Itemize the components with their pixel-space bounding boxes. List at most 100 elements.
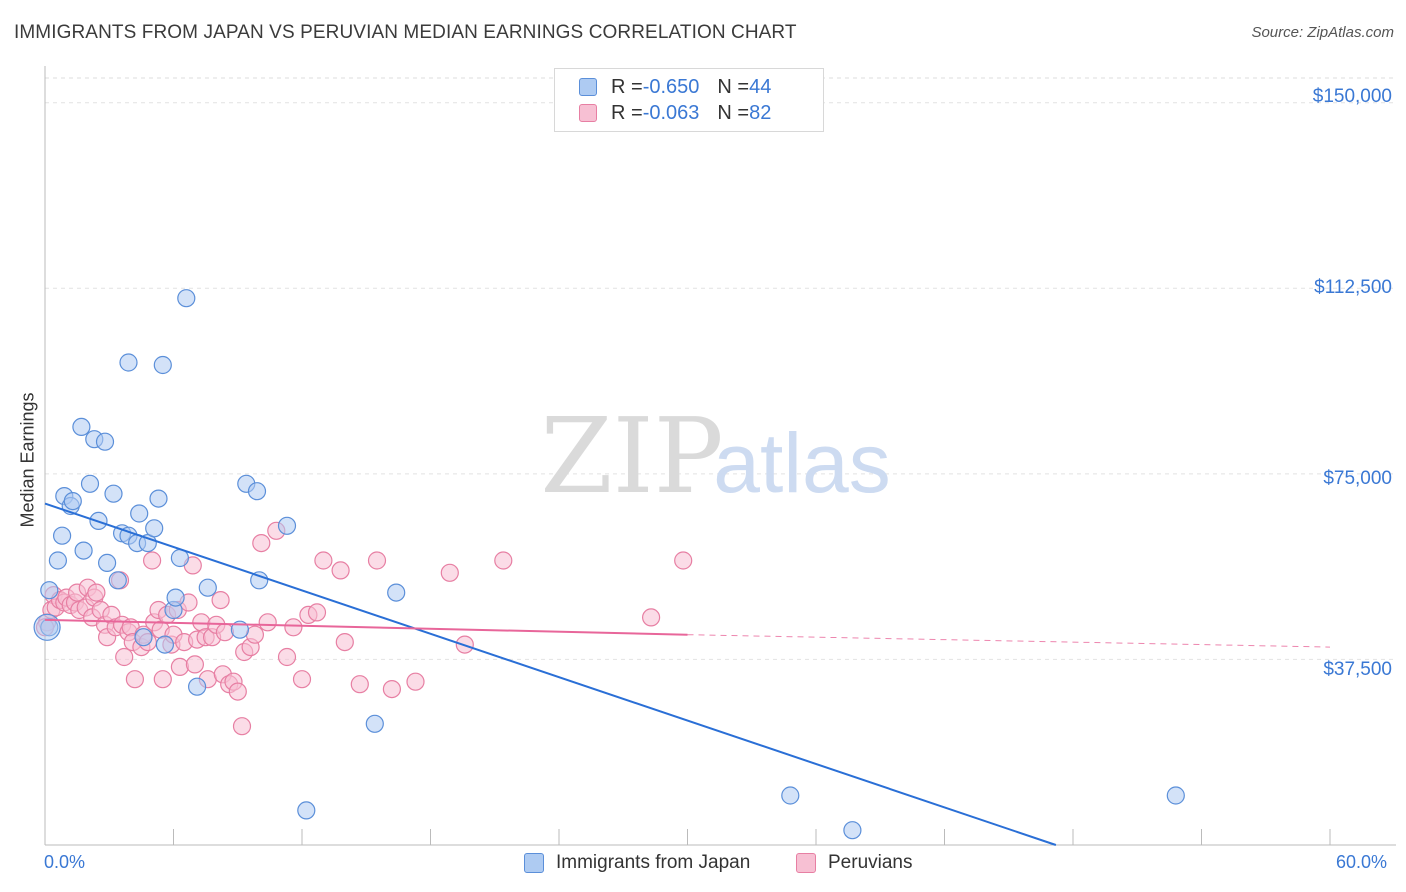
n-value: 44	[749, 75, 772, 98]
n-value: 82	[749, 101, 772, 124]
legend-swatch-japan	[579, 78, 597, 96]
legend-swatch-peruvians	[579, 104, 597, 122]
watermark: ZIP atlas	[540, 395, 890, 517]
legend-swatch-peruvians	[796, 853, 816, 873]
data-point	[232, 717, 252, 736]
data-point	[115, 647, 134, 667]
legend-label: Immigrants from Japan	[556, 852, 751, 873]
data-point	[166, 588, 185, 607]
data-point	[40, 581, 59, 600]
data-point	[104, 484, 123, 503]
data-point	[494, 551, 513, 570]
chart-title: IMMIGRANTS FROM JAPAN VS PERUVIAN MEDIAN…	[14, 22, 797, 43]
data-point	[284, 618, 303, 637]
data-point	[252, 533, 271, 553]
data-point	[72, 417, 91, 436]
y-tick-label: $150,000	[1312, 86, 1392, 107]
data-point	[307, 603, 327, 622]
r-label: R =	[611, 101, 643, 124]
series-legend: Immigrants from Japan Peruvians	[0, 852, 1406, 878]
data-point	[63, 492, 82, 511]
data-point	[80, 474, 100, 493]
data-point	[192, 613, 211, 632]
data-point	[33, 613, 61, 641]
data-point	[228, 682, 247, 701]
data-point	[350, 675, 369, 694]
data-point	[292, 670, 312, 689]
stats-legend: R = -0.650 N = 44 R = -0.063 N = 82	[554, 68, 824, 132]
data-point	[130, 504, 149, 523]
data-point	[170, 657, 189, 677]
data-point	[277, 516, 297, 535]
x-min-label: 0.0%	[44, 852, 86, 872]
y-tick-label: $112,500	[1314, 277, 1392, 298]
axes	[44, 66, 1396, 846]
legend-swatch-japan	[524, 853, 544, 873]
data-point	[149, 489, 168, 508]
data-point	[119, 353, 138, 372]
data-point	[95, 432, 115, 451]
data-point	[143, 551, 162, 570]
legend-item-peruvians[interactable]: Peruvians	[796, 852, 913, 874]
legend-row-japan: R = -0.650 N = 44	[579, 74, 771, 100]
data-point	[153, 670, 172, 689]
legend-row-peruvians: R = -0.063 N = 82	[579, 100, 771, 126]
data-point	[297, 801, 316, 820]
y-tick-label: $75,000	[1323, 468, 1392, 489]
trend-line-peruvians	[44, 618, 688, 636]
data-point	[52, 526, 72, 545]
data-point	[48, 551, 68, 570]
r-label: R =	[611, 75, 643, 98]
legend-label: Peruvians	[828, 852, 913, 873]
data-point	[215, 623, 234, 642]
data-point	[125, 670, 144, 689]
r-value: -0.063	[642, 101, 700, 124]
trend-line-japan	[44, 502, 1057, 846]
y-tick-label: $37,500	[1323, 659, 1392, 680]
data-point	[108, 571, 127, 590]
n-label: N =	[717, 101, 750, 124]
data-point	[258, 613, 277, 632]
data-point	[440, 563, 459, 582]
data-point	[335, 632, 354, 652]
source-label: Source: ZipAtlas.com	[1251, 24, 1394, 41]
data-point	[145, 519, 164, 538]
trend-line-peruvians-extension	[687, 634, 1331, 648]
data-point	[314, 551, 333, 570]
data-point	[185, 655, 204, 674]
data-point	[247, 482, 267, 501]
data-point	[674, 551, 693, 570]
watermark-atlas: atlas	[713, 416, 890, 510]
data-point	[331, 561, 350, 580]
r-value: -0.650	[642, 75, 700, 98]
data-point	[365, 714, 384, 733]
japan-points	[33, 289, 1185, 840]
data-point	[781, 786, 800, 805]
data-point	[641, 608, 661, 627]
x-max-label: 60.0%	[1336, 852, 1388, 872]
data-point	[406, 672, 425, 691]
peruvians-points	[35, 521, 693, 736]
data-point	[382, 679, 401, 699]
data-point	[211, 590, 230, 610]
data-point	[277, 647, 297, 667]
data-point	[387, 583, 406, 602]
data-point	[1166, 786, 1185, 805]
data-point	[155, 635, 174, 654]
data-point	[87, 583, 106, 602]
data-point	[198, 578, 217, 597]
watermark-zip: ZIP	[540, 395, 723, 517]
legend-item-japan[interactable]: Immigrants from Japan	[524, 852, 750, 874]
data-point	[134, 628, 153, 647]
data-point	[367, 551, 387, 570]
data-point	[177, 289, 196, 308]
data-point	[843, 821, 862, 840]
data-point	[153, 355, 172, 375]
data-point	[188, 677, 207, 696]
data-point	[250, 571, 269, 590]
n-label: N =	[717, 75, 750, 98]
data-point	[97, 553, 117, 573]
data-point	[74, 541, 93, 560]
trend-lines	[44, 502, 1331, 846]
